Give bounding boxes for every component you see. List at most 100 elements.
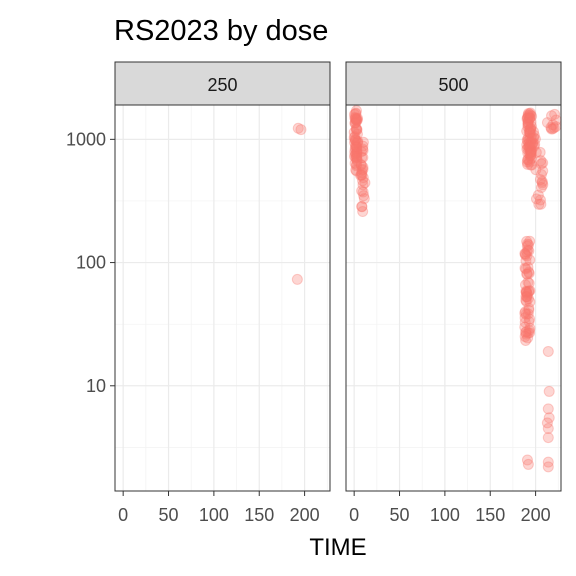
data-point: [350, 112, 362, 124]
data-point: [525, 146, 537, 158]
facet-strip-label: 500: [438, 75, 468, 95]
panel-border: [345, 104, 562, 492]
data-point: [522, 111, 534, 123]
data-point: [519, 307, 531, 319]
data-point: [521, 112, 533, 124]
data-point: [522, 276, 534, 288]
data-point: [537, 165, 549, 177]
x-tick-label: 50: [390, 505, 410, 525]
data-point: [351, 147, 363, 159]
data-point: [523, 266, 535, 278]
data-point: [526, 144, 538, 156]
data-point: [356, 167, 368, 179]
data-point: [355, 159, 367, 171]
data-point: [349, 143, 361, 155]
data-point: [525, 152, 537, 164]
y-tick-label: 1000: [66, 129, 106, 149]
data-point: [520, 328, 532, 340]
data-point: [350, 116, 362, 128]
data-point: [543, 412, 555, 424]
facet-strip-label: 250: [207, 75, 237, 95]
data-point: [522, 158, 534, 170]
data-point: [534, 146, 546, 158]
data-point: [524, 254, 536, 266]
data-point: [542, 456, 554, 468]
data-point: [546, 110, 558, 122]
data-point: [524, 132, 536, 144]
data-point: [351, 155, 363, 167]
data-point: [521, 125, 533, 137]
data-point: [521, 139, 533, 151]
data-point: [520, 286, 532, 298]
data-point: [522, 135, 534, 147]
data-point: [356, 185, 368, 197]
data-point: [525, 146, 537, 158]
data-point: [522, 142, 534, 154]
data-point: [523, 245, 535, 257]
x-tick-label: 150: [475, 505, 505, 525]
data-point: [524, 148, 536, 160]
data-point: [521, 285, 533, 297]
data-point: [522, 332, 534, 344]
data-point: [522, 238, 534, 250]
data-point: [356, 164, 368, 176]
data-point: [519, 249, 531, 261]
data-point: [521, 246, 533, 258]
data-point: [525, 120, 537, 132]
data-point: [526, 110, 538, 122]
data-point: [524, 107, 536, 119]
data-point: [350, 123, 362, 135]
data-point: [523, 137, 535, 149]
data-point: [547, 119, 559, 131]
y-tick-label: 10: [86, 376, 106, 396]
data-point: [523, 286, 535, 298]
data-point: [528, 129, 540, 141]
data-point: [522, 121, 534, 133]
data-point: [351, 141, 363, 153]
data-point: [542, 432, 554, 444]
data-point: [357, 161, 369, 173]
data-point: [536, 177, 548, 189]
x-tick-label: 100: [199, 505, 229, 525]
data-point: [521, 268, 533, 280]
data-point: [542, 345, 554, 357]
data-point: [525, 122, 537, 134]
data-point: [528, 132, 540, 144]
data-point: [351, 147, 363, 159]
data-point: [355, 169, 367, 181]
data-point: [522, 261, 534, 273]
data-point: [295, 124, 307, 136]
data-point: [291, 273, 303, 285]
chart-title: RS2023 by dose: [114, 15, 328, 47]
data-point: [522, 114, 534, 126]
data-point: [528, 140, 540, 152]
data-point: [528, 126, 540, 138]
data-point: [521, 268, 533, 280]
data-point: [351, 128, 363, 140]
data-point: [522, 132, 534, 144]
data-point: [355, 146, 367, 158]
data-point: [522, 116, 534, 128]
data-point: [521, 113, 533, 125]
data-point: [522, 109, 534, 121]
data-point: [351, 159, 363, 171]
y-tick-label: 100: [76, 253, 106, 273]
data-point: [521, 156, 533, 168]
data-point: [525, 148, 537, 160]
data-point: [520, 291, 532, 303]
data-point: [524, 124, 536, 136]
data-point: [525, 145, 537, 157]
data-point: [350, 152, 362, 164]
data-point: [357, 172, 369, 184]
data-point: [535, 198, 547, 210]
data-point: [523, 134, 535, 146]
data-point: [535, 169, 547, 181]
data-point: [523, 141, 535, 153]
data-point: [355, 158, 367, 170]
data-point: [348, 150, 360, 162]
data-point: [524, 127, 536, 139]
data-point: [350, 151, 362, 163]
data-point: [529, 133, 541, 145]
x-tick-label: 0: [118, 505, 128, 525]
data-point: [523, 285, 535, 297]
